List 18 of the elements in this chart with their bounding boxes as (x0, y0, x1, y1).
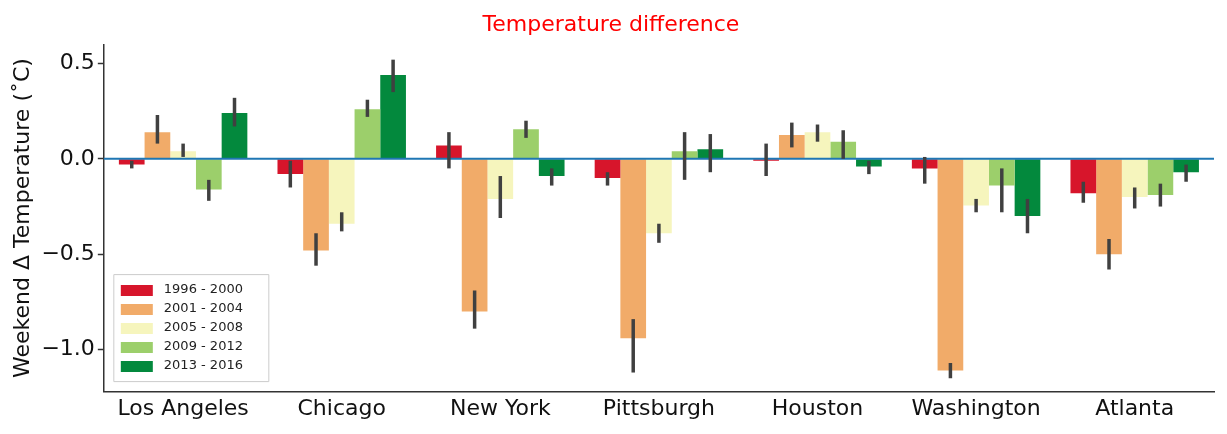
y-tick-label: −0.5 (41, 239, 95, 265)
x-tick-label: New York (449, 394, 551, 420)
y-tick-label: 0.5 (59, 49, 95, 75)
legend-label: 2001 - 2004 (163, 300, 243, 316)
legend-label: 2013 - 2016 (163, 357, 243, 373)
legend-label: 2009 - 2012 (163, 338, 243, 354)
x-tick-label: Houston (771, 394, 864, 420)
x-tick-label: Chicago (297, 394, 386, 420)
x-tick-label: Atlanta (1095, 394, 1175, 420)
y-axis-title: Weekend Δ Temperature (˚C) (8, 58, 34, 378)
x-tick-label: Pittsburgh (602, 394, 715, 420)
x-tick-label: Los Angeles (117, 394, 249, 420)
y-tick-label: −1.0 (41, 335, 95, 361)
x-tick-label: Washington (911, 394, 1041, 420)
legend-label: 2005 - 2008 (163, 319, 243, 335)
chart-title: Temperature difference (481, 10, 740, 36)
y-tick-label: 0.0 (59, 144, 95, 170)
legend-label: 1996 - 2000 (163, 281, 243, 297)
